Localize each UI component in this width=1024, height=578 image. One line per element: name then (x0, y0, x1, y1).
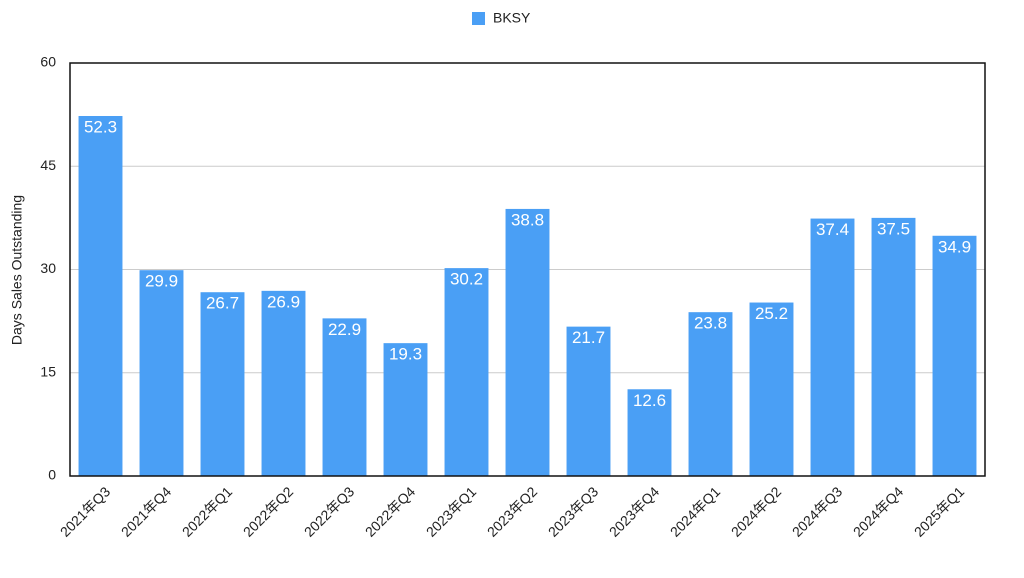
legend-label: BKSY (493, 10, 531, 26)
value-label: 12.6 (633, 391, 666, 410)
bar (871, 217, 916, 476)
value-label: 23.8 (694, 314, 727, 333)
x-tick-label: 2024年Q3 (789, 483, 846, 540)
value-label: 30.2 (450, 270, 483, 289)
x-tick-label: 2023年Q2 (484, 483, 541, 540)
value-label: 26.7 (206, 294, 239, 313)
value-label: 26.9 (267, 292, 300, 311)
x-tick-label: 2022年Q1 (179, 483, 236, 540)
value-label: 25.2 (755, 304, 788, 323)
bar (322, 318, 367, 476)
value-label: 37.5 (877, 219, 910, 238)
y-tick-label: 45 (40, 157, 56, 173)
x-tick-label: 2023年Q3 (545, 483, 602, 540)
x-tick-label: 2021年Q3 (57, 483, 114, 540)
bar (810, 218, 855, 476)
bar (749, 302, 794, 476)
bar (78, 116, 123, 477)
x-tick-label: 2025年Q1 (911, 483, 968, 540)
bar (200, 292, 245, 476)
bar (505, 208, 550, 476)
bar (139, 270, 184, 476)
value-label: 52.3 (84, 117, 117, 136)
value-label: 34.9 (938, 237, 971, 256)
value-label: 21.7 (572, 328, 605, 347)
y-axis-label: Days Sales Outstanding (9, 195, 25, 345)
legend-swatch (472, 12, 485, 25)
value-label: 29.9 (145, 272, 178, 291)
x-tick-label: 2023年Q1 (423, 483, 480, 540)
bar (444, 268, 489, 476)
x-tick-label: 2021年Q4 (118, 483, 175, 540)
bar (932, 235, 977, 476)
x-tick-label: 2022年Q4 (362, 483, 419, 540)
x-tick-label: 2022年Q3 (301, 483, 358, 540)
x-tick-label: 2023年Q4 (606, 483, 663, 540)
value-label: 37.4 (816, 220, 849, 239)
y-tick-label: 15 (40, 363, 56, 379)
x-tick-label: 2024年Q4 (850, 483, 907, 540)
bar (627, 389, 672, 476)
x-tick-label: 2024年Q2 (728, 483, 785, 540)
bar (383, 343, 428, 476)
bar (688, 312, 733, 476)
y-tick-label: 30 (40, 260, 56, 276)
bar (261, 290, 306, 476)
x-tick-label: 2022年Q2 (240, 483, 297, 540)
value-label: 38.8 (511, 210, 544, 229)
y-tick-label: 60 (40, 54, 56, 70)
x-tick-label: 2024年Q1 (667, 483, 724, 540)
value-label: 22.9 (328, 320, 361, 339)
bar (566, 326, 611, 476)
y-tick-label: 0 (48, 467, 56, 483)
value-label: 19.3 (389, 345, 422, 364)
plot-frame (69, 62, 986, 477)
